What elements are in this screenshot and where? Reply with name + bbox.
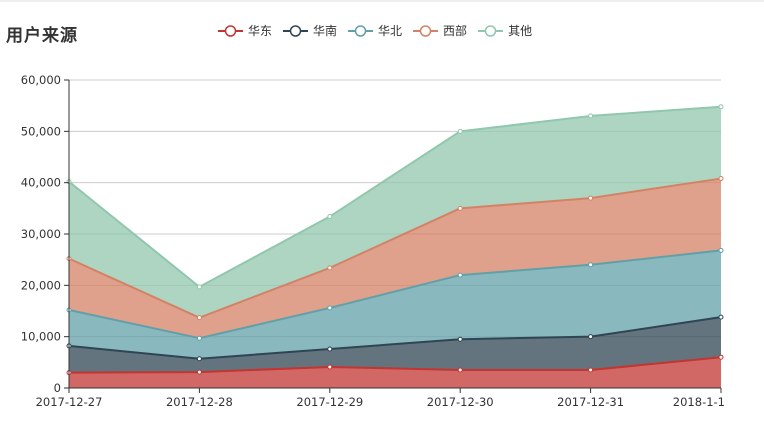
data-point-华北[interactable] [327,305,333,311]
data-point-华南[interactable] [718,314,724,320]
legend-item-华东[interactable]: 华东 [218,22,272,39]
y-tick-label: 60,000 [21,73,61,87]
x-tick-label: 2017-12-27 [36,395,103,409]
legend-label: 华东 [248,24,273,38]
legend-marker-icon [478,24,504,37]
series-line-西部 [68,177,722,319]
data-point-华东[interactable] [588,367,594,373]
legend-label: 华北 [378,24,403,38]
data-point-华南[interactable] [327,346,333,352]
y-tick-label: 0 [54,381,61,395]
area-华东 [69,357,721,388]
data-point-西部[interactable] [457,205,463,211]
legend-item-华北[interactable]: 华北 [348,22,402,39]
x-tick-label: 2017-12-30 [427,395,494,409]
area-西部 [69,178,721,339]
data-point-华北[interactable] [196,335,202,341]
x-tick-label: 2017-12-29 [296,395,363,409]
y-tick-label: 30,000 [21,227,61,241]
data-point-其他[interactable] [327,214,333,220]
data-point-华南[interactable] [196,356,202,362]
data-point-华北[interactable] [588,262,594,268]
series-line-华北 [68,249,722,340]
data-point-华北[interactable] [718,247,724,253]
chart-legend: 华东 华南 华北 西部 其他 [218,22,543,39]
data-point-华东[interactable] [718,354,724,360]
legend-marker-icon [218,24,243,37]
chart-title: 用户来源 [6,26,78,46]
y-tick-label: 20,000 [21,278,61,292]
data-point-华东[interactable] [327,364,333,370]
y-tick-label: 10,000 [21,330,61,344]
series-line-华东 [68,356,722,374]
legend-label: 其他 [508,24,533,38]
data-point-其他[interactable] [718,104,724,110]
x-tick-label: 2017-12-31 [557,395,624,409]
legend-marker-icon [413,24,439,37]
x-tick-label: 2017-12-28 [166,395,233,409]
data-point-西部[interactable] [327,265,333,271]
data-point-华南[interactable] [457,336,463,342]
legend-item-其他[interactable]: 其他 [478,22,532,39]
data-point-其他[interactable] [196,284,202,290]
series-line-华南 [68,316,722,360]
data-point-西部[interactable] [588,195,594,201]
top-border [0,0,764,2]
data-point-其他[interactable] [588,113,594,119]
area-其他 [69,106,721,318]
legend-item-西部[interactable]: 西部 [413,22,467,39]
data-point-华东[interactable] [457,367,463,373]
area-华北 [69,250,721,359]
legend-marker-icon [348,24,374,37]
x-tick-label: 2018-1-1 [673,395,725,409]
legend-label: 华南 [313,24,338,38]
data-point-华北[interactable] [457,272,463,278]
data-point-西部[interactable] [718,176,724,182]
data-point-华东[interactable] [196,369,202,375]
legend-marker-icon [283,24,309,37]
legend-item-华南[interactable]: 华南 [283,22,337,39]
data-point-其他[interactable] [457,128,463,134]
legend-label: 西部 [443,24,468,38]
y-tick-label: 40,000 [21,176,61,190]
data-point-西部[interactable] [196,315,202,321]
y-tick-label: 50,000 [21,124,61,138]
data-point-华南[interactable] [588,334,594,340]
series-line-其他 [68,105,722,288]
